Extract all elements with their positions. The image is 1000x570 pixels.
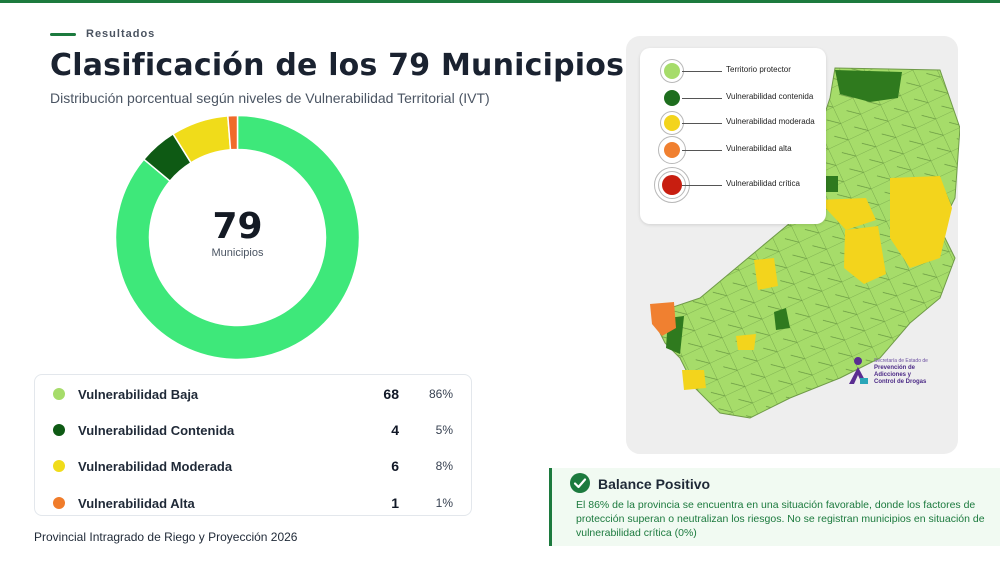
legend-label: Vulnerabilidad Alta: [78, 495, 195, 511]
donut-center: 79 Municipios: [110, 110, 365, 365]
map-legend-dot: [664, 115, 680, 131]
balance-heading: Balance Positivo: [598, 476, 711, 492]
donut-slice-3: [227, 114, 239, 151]
map-legend-item: Vulnerabilidad moderada: [640, 111, 826, 136]
region-alta: [650, 302, 676, 336]
brand-line1: Secretaría de Estado de: [874, 358, 928, 364]
map-legend-label: Vulnerabilidad contenida: [726, 92, 814, 101]
legend-count: 6: [391, 458, 399, 474]
map-legend-dot: [664, 90, 680, 106]
region-contenida-south: [774, 308, 790, 330]
map-legend-dot: [664, 63, 680, 79]
brand-line4: Control de Drogas: [874, 379, 927, 385]
donut-total: 79: [212, 206, 263, 247]
map-legend-item: Territorio protector: [640, 59, 826, 84]
legend-row-moderada: Vulnerabilidad Moderada 6 8%: [35, 448, 471, 484]
legend-dot-contenida: [53, 424, 65, 436]
map-legend-label: Territorio protector: [726, 65, 791, 74]
section-tag-label: Resultados: [86, 28, 156, 40]
page-subtitle: Distribución porcentual según niveles de…: [50, 90, 490, 106]
legend-pct: 8%: [435, 459, 453, 473]
legend-pct: 86%: [428, 387, 453, 401]
page-title: Clasificación de los 79 Municipios: [50, 48, 625, 83]
region-moderada-south: [682, 370, 706, 390]
legend-count: 4: [391, 422, 399, 438]
legend-count: 68: [383, 386, 399, 402]
footer-text: Provincial Intragrado de Riego y Proyecc…: [34, 530, 298, 544]
map-legend-item: Vulnerabilidad crítica: [640, 167, 826, 203]
balance-callout: Balance Positivo El 86% de la provincia …: [549, 468, 1000, 546]
brand-mark-icon: [849, 357, 868, 384]
brand-line3: Adicciones y: [874, 372, 912, 378]
map-legend-label: Vulnerabilidad moderada: [726, 117, 815, 126]
region-moderada-west: [754, 258, 778, 290]
region-moderada-east: [890, 176, 952, 268]
legend-dot-alta: [53, 497, 65, 509]
legend-count: 1: [391, 495, 399, 511]
donut-svg: [114, 114, 361, 361]
top-accent-line: [0, 0, 1000, 3]
region-moderada-north: [818, 198, 876, 230]
map-legend-dot: [664, 142, 680, 158]
balance-body: El 86% de la provincia se encuentra en u…: [576, 499, 985, 539]
legend-row-contenida: Vulnerabilidad Contenida 4 5%: [35, 412, 471, 448]
donut-total-label: Municipios: [211, 247, 264, 259]
map-legend-label: Vulnerabilidad alta: [726, 144, 792, 153]
brand-text: Secretaría de Estado de Prevención de Ad…: [874, 358, 928, 386]
check-icon: [570, 473, 590, 493]
legend-label: Vulnerabilidad Baja: [78, 386, 199, 402]
map-legend-label: Vulnerabilidad crítica: [726, 179, 800, 188]
legend-label: Vulnerabilidad Contenida: [78, 422, 235, 438]
legend-pct: 5%: [435, 423, 453, 437]
legend-dot-moderada: [53, 460, 65, 472]
map-legend-dot: [662, 175, 682, 195]
donut-chart: 79 Municipios: [110, 110, 365, 365]
region-contenida-north: [835, 70, 902, 102]
donut-slice-0: [114, 114, 361, 361]
legend-pct: 1%: [435, 496, 453, 510]
legend-dot-baja: [53, 388, 65, 400]
legend-label: Vulnerabilidad Moderada: [78, 458, 233, 474]
brand-logo: Secretaría de Estado de Prevención de Ad…: [846, 356, 950, 392]
region-moderada-small: [736, 334, 756, 350]
map-legend: Territorio protector Vulnerabilidad cont…: [640, 48, 826, 224]
legend-row-baja: Vulnerabilidad Baja 68 86%: [35, 376, 471, 412]
region-moderada-center: [844, 226, 886, 284]
map-legend-item: Vulnerabilidad alta: [640, 136, 826, 164]
section-tag-bar: [50, 32, 76, 36]
legend-card: Vulnerabilidad Baja 68 86% Vulnerabilida…: [34, 374, 472, 516]
map-legend-item: Vulnerabilidad contenida: [640, 87, 826, 111]
section-tag: Resultados: [50, 28, 155, 40]
province-map: [650, 67, 960, 419]
brand-line2: Prevención de: [874, 365, 916, 371]
legend-row-alta: Vulnerabilidad Alta 1 1%: [35, 485, 471, 515]
region-contenida-mid: [822, 176, 838, 192]
